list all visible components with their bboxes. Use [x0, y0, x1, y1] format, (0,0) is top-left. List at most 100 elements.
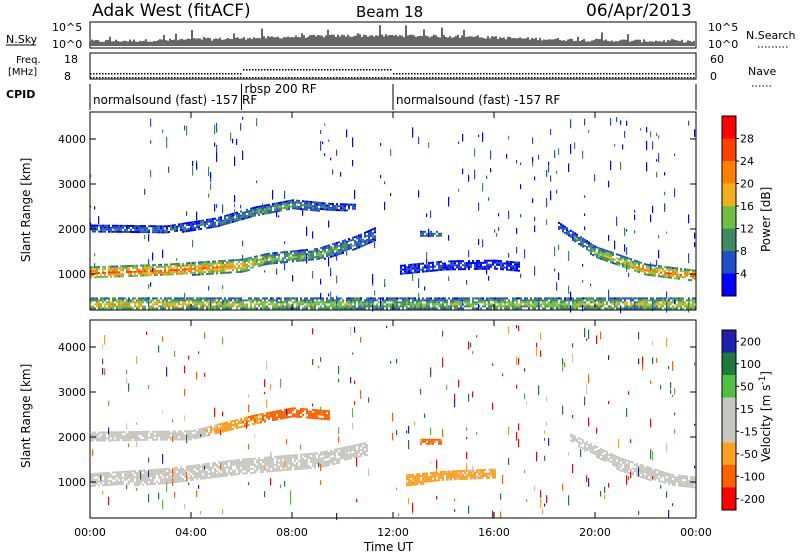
freq-sample — [591, 73, 593, 75]
data-cell — [322, 208, 324, 211]
data-cell — [618, 301, 620, 304]
data-cell — [192, 297, 194, 300]
data-cell — [184, 272, 186, 275]
freq-sample — [201, 73, 203, 75]
data-cell — [478, 301, 480, 304]
data-cell — [692, 275, 694, 278]
data-cell — [112, 477, 114, 480]
data-cell — [210, 297, 212, 300]
nave-tick-top: 60 — [710, 53, 724, 66]
data-cell — [266, 263, 268, 266]
data-cell — [178, 297, 180, 300]
data-cell — [528, 307, 530, 310]
data-cell — [410, 305, 412, 308]
data-cell — [322, 246, 324, 249]
data-cell — [308, 299, 310, 302]
data-cell — [690, 299, 692, 302]
data-cell — [96, 472, 98, 475]
data-cell — [410, 297, 412, 300]
data-cell — [296, 249, 298, 252]
data-cell — [168, 271, 170, 274]
data-cell — [146, 274, 148, 277]
data-cell — [526, 301, 528, 304]
data-cell — [164, 301, 166, 304]
data-cell — [462, 264, 464, 267]
data-cell — [464, 264, 466, 267]
data-cell — [340, 209, 342, 212]
data-cell — [112, 230, 114, 233]
data-cell — [516, 265, 518, 268]
data-cell — [642, 268, 644, 271]
data-cell — [152, 476, 154, 479]
data-cell — [584, 238, 586, 241]
nave-sample — [666, 77, 668, 79]
data-cell — [124, 439, 126, 442]
data-cell — [648, 265, 650, 268]
data-cell — [150, 170, 152, 178]
data-cell — [104, 267, 106, 270]
data-cell — [174, 432, 176, 435]
data-cell — [626, 305, 628, 308]
data-cell — [666, 301, 668, 304]
data-cell — [130, 228, 132, 231]
data-cell — [158, 269, 160, 272]
data-cell — [142, 231, 144, 234]
data-cell — [282, 259, 284, 262]
data-cell — [454, 260, 456, 263]
data-cell — [310, 301, 312, 304]
data-cell — [174, 436, 176, 439]
data-cell — [304, 251, 306, 254]
data-cell — [356, 247, 358, 250]
data-cell — [106, 307, 108, 310]
data-cell — [552, 307, 554, 310]
cpid-segment-label: normalsound (fast) -157 RF — [396, 93, 560, 107]
data-cell — [556, 189, 558, 194]
data-cell — [642, 307, 644, 310]
data-cell — [404, 299, 406, 302]
data-cell — [198, 222, 200, 225]
freq-sample — [414, 73, 416, 75]
data-cell — [368, 236, 370, 239]
data-cell — [592, 301, 594, 304]
data-cell — [292, 275, 294, 282]
data-cell — [270, 258, 272, 261]
data-cell — [164, 263, 166, 266]
data-cell — [454, 297, 456, 300]
data-cell — [316, 301, 318, 304]
data-cell — [216, 301, 218, 304]
data-cell — [134, 433, 136, 436]
data-cell — [664, 307, 666, 310]
nave-sample — [150, 77, 152, 79]
data-cell — [346, 245, 348, 252]
freq-sample — [636, 73, 638, 75]
data-cell — [424, 307, 426, 310]
data-cell — [122, 476, 124, 479]
y-tick-label: 3000 — [58, 178, 86, 191]
data-cell — [366, 299, 368, 302]
nave-sample — [390, 77, 392, 79]
data-cell — [156, 231, 158, 234]
data-cell — [278, 257, 280, 260]
freq-sample — [216, 73, 218, 75]
data-cell — [148, 229, 150, 232]
data-cell — [160, 480, 162, 483]
data-cell — [504, 307, 506, 310]
data-cell — [266, 301, 268, 304]
data-cell — [110, 431, 112, 434]
data-cell — [562, 307, 564, 310]
data-cell — [426, 264, 428, 267]
data-cell — [182, 468, 184, 471]
data-cell — [244, 213, 246, 216]
data-cell — [206, 301, 208, 304]
data-cell — [138, 307, 140, 310]
data-cell — [488, 197, 490, 201]
data-cell — [564, 303, 566, 306]
data-cell — [410, 263, 412, 266]
data-cell — [222, 269, 224, 272]
data-cell — [206, 226, 208, 229]
data-cell — [314, 207, 316, 210]
data-cell — [98, 216, 100, 225]
data-cell — [434, 307, 436, 310]
data-cell — [238, 260, 240, 263]
data-cell — [664, 271, 666, 274]
